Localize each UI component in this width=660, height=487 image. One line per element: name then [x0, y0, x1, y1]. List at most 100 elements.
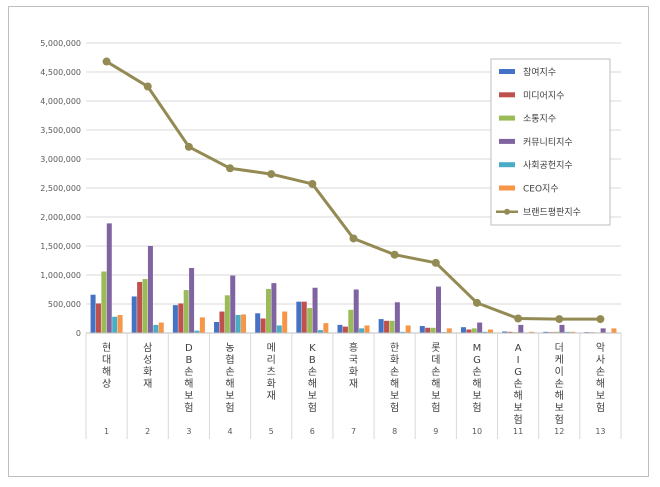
- x-category-number: 12: [554, 427, 564, 436]
- line-point: [267, 170, 276, 179]
- bar: [430, 327, 436, 333]
- x-category-number: 5: [269, 427, 274, 436]
- bar: [518, 324, 524, 333]
- bar: [199, 317, 205, 333]
- line-point: [555, 315, 564, 324]
- bar: [312, 287, 318, 333]
- chart-frame: 0 500,000 1,000,000 1,500,000 2,000,000 2,500…: [8, 6, 649, 477]
- bar: [529, 331, 535, 333]
- bar: [348, 309, 354, 333]
- bar: [260, 318, 266, 333]
- bar: [183, 290, 189, 333]
- x-category-number: 2: [145, 427, 150, 436]
- legend-swatch: [499, 162, 515, 168]
- x-category-number: 11: [513, 427, 523, 436]
- x-category-number: 9: [433, 427, 438, 436]
- bar: [137, 281, 143, 333]
- legend-label: 소통지수: [523, 114, 556, 125]
- line-point: [184, 142, 193, 151]
- bar: [405, 325, 411, 333]
- bar: [189, 268, 195, 333]
- x-category-number: 3: [186, 427, 191, 436]
- bar: [224, 295, 230, 333]
- x-axis: 현 대 해 상 1 삼 성 화 재 2 D B 손 해 보 험 3 농 협 손 해 보 험 4 메 리 츠 화 재 5 K B 손 해 보 험 6 흥 국 화…: [85, 332, 622, 439]
- bar: [296, 301, 302, 333]
- bar: [142, 279, 148, 333]
- bar: [112, 316, 118, 333]
- bar: [101, 271, 107, 333]
- y-axis: 0 500,000 1,000,000 1,500,000 2,000,000 2,500…: [40, 39, 81, 338]
- x-category-number: 7: [351, 427, 356, 436]
- bar: [265, 288, 271, 333]
- bar: [559, 324, 565, 333]
- legend-swatch: [499, 69, 515, 74]
- bar: [178, 303, 184, 333]
- bar: [460, 327, 466, 333]
- bar: [172, 305, 178, 333]
- bar: [378, 319, 384, 333]
- bar: [554, 331, 560, 333]
- line-point: [431, 258, 440, 267]
- bar: [323, 323, 329, 333]
- bar: [301, 301, 307, 333]
- brand-index-line: [102, 57, 605, 324]
- bar: [570, 331, 576, 333]
- line-point: [514, 314, 523, 323]
- bar: [471, 328, 477, 333]
- bar: [106, 223, 112, 333]
- legend-label: 브랜드평판지수: [523, 207, 581, 218]
- bar: [282, 311, 288, 333]
- legend-label: 참여지수: [523, 66, 556, 78]
- legend-label: 미디어지수: [523, 90, 564, 101]
- y-tick-label: 5,000,000: [40, 39, 81, 48]
- x-category-number: 8: [392, 427, 397, 436]
- line-point: [143, 82, 152, 91]
- bar: [219, 311, 225, 333]
- bar: [400, 331, 406, 333]
- bar: [241, 314, 247, 333]
- bar: [482, 331, 488, 333]
- legend-label: 커뮤니티지수: [523, 137, 573, 148]
- legend-swatch: [499, 138, 515, 144]
- legend-swatch: [499, 115, 515, 121]
- legend-swatch-marker: [504, 208, 510, 215]
- y-tick-label: 2,000,000: [40, 213, 81, 222]
- bar: [90, 294, 96, 333]
- bar: [307, 308, 313, 333]
- y-tick-label: 3,000,000: [40, 155, 81, 164]
- bar: [600, 328, 606, 333]
- bar: [466, 329, 472, 333]
- bar: [214, 321, 220, 333]
- bar: [502, 331, 508, 333]
- y-tick-label: 1,000,000: [40, 271, 81, 280]
- bar: [394, 302, 400, 333]
- y-tick-label: 3,500,000: [40, 126, 81, 135]
- legend-swatch: [499, 92, 515, 98]
- bar: [353, 289, 359, 333]
- line-point: [596, 315, 605, 324]
- legend-label: 사회공헌지수: [523, 160, 573, 171]
- y-tick-label: 0: [76, 329, 81, 338]
- bar: [230, 275, 236, 333]
- bar: [131, 296, 137, 333]
- bar: [425, 327, 431, 333]
- bar: [271, 283, 277, 333]
- bar: [364, 325, 370, 333]
- bar: [543, 331, 549, 333]
- bar: [446, 328, 452, 333]
- bar: [419, 326, 425, 333]
- y-tick-label: 4,000,000: [40, 97, 81, 106]
- bar: [507, 331, 513, 333]
- y-tick-label: 4,500,000: [40, 68, 81, 77]
- bar: [436, 286, 442, 333]
- y-tick-label: 500,000: [48, 300, 81, 309]
